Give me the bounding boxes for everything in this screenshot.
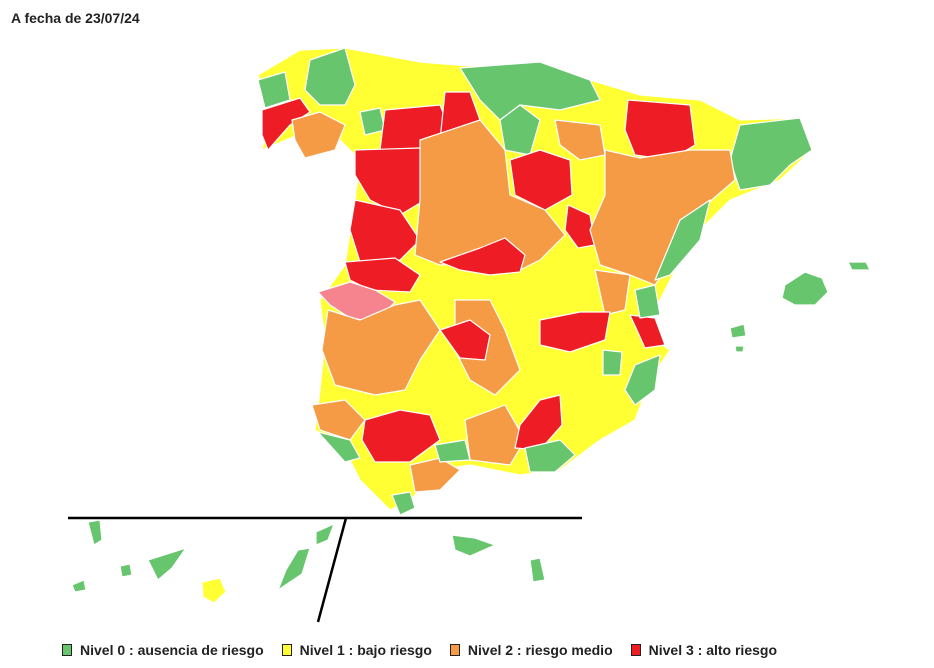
ceuta [451, 534, 496, 557]
avila-red [344, 257, 421, 293]
legend-item-level2: Nivel 2 : riesgo medio [449, 642, 613, 658]
gibraltar-green [391, 491, 416, 516]
sevilla-red [361, 409, 441, 463]
catalonia-green [729, 117, 813, 191]
legend-item-level3: Nivel 3 : alto riesgo [630, 642, 777, 658]
legend-label-level2: Nivel 2 : riesgo medio [467, 642, 613, 658]
ciudad-real-red [439, 319, 491, 361]
canary-divider-diagonal [316, 517, 348, 623]
gran-canaria [201, 577, 227, 604]
galicia-orange [291, 111, 346, 159]
cuenca-red [539, 311, 611, 353]
risk-map [68, 47, 871, 623]
legend-label-level0: Nivel 0 : ausencia de riesgo [80, 642, 264, 658]
legend-label-level3: Nivel 3 : alto riesgo [648, 642, 777, 658]
lanzarote [315, 523, 335, 546]
date-label: A fecha de 23/07/24 [11, 10, 140, 26]
cadiz-green [317, 431, 361, 463]
asturias-green-2 [359, 107, 386, 136]
fuerteventura [277, 547, 311, 591]
rioja-orange [554, 119, 606, 161]
legend-item-level0: Nivel 0 : ausencia de riesgo [62, 642, 264, 658]
la-gomera [119, 563, 133, 578]
malaga-orange [409, 457, 461, 493]
levant-green-1 [654, 199, 711, 281]
south-coast-green-2 [524, 439, 576, 473]
legend-swatch-level2 [449, 644, 460, 656]
tenerife [147, 547, 187, 581]
granada-orange [464, 404, 526, 466]
salamanca-red [349, 199, 421, 263]
legend-swatch-level1 [281, 644, 292, 656]
north-green-cantabria [459, 61, 601, 121]
galicia-red [261, 97, 311, 151]
murcia-green [602, 349, 623, 376]
guadalajara-red [564, 204, 596, 249]
formentera [734, 345, 745, 353]
huelva-orange [311, 399, 366, 441]
levant-green-2 [634, 284, 661, 319]
castilla-orange-center [414, 119, 566, 271]
el-hierro [71, 579, 87, 593]
mallorca [781, 271, 829, 306]
legend: Nivel 0 : ausencia de riesgo Nivel 1 : b… [62, 642, 777, 658]
legend-swatch-level0 [62, 644, 72, 656]
extremadura-orange [321, 299, 441, 396]
legend-label-level1: Nivel 1 : bajo riesgo [299, 642, 432, 658]
south-coast-green [434, 439, 471, 463]
galicia-green [257, 71, 291, 109]
albacete-orange [594, 269, 631, 316]
menorca [847, 261, 871, 271]
soria-red [509, 149, 573, 211]
toledo-red [439, 237, 526, 276]
legend-item-level1: Nivel 1 : bajo riesgo [281, 642, 432, 658]
la-palma [87, 519, 103, 546]
north-green-west [304, 47, 356, 106]
melilla [529, 557, 546, 583]
legend-swatch-level3 [630, 644, 641, 656]
levant-green-3 [624, 354, 661, 406]
ibiza [729, 323, 747, 339]
north-green-navarra [499, 104, 541, 156]
